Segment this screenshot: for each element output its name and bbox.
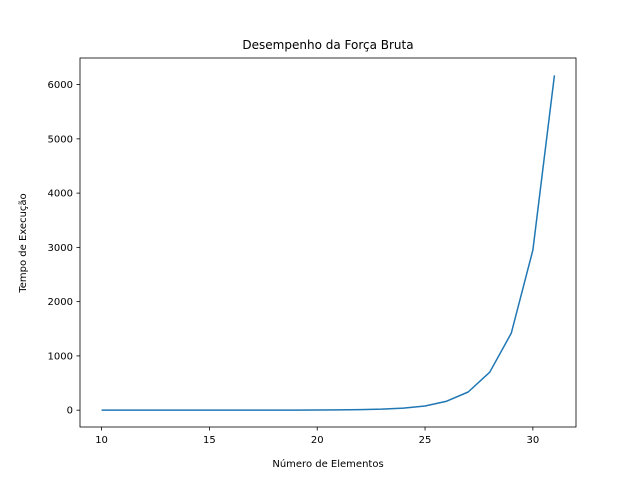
y-tick-label: 1000 bbox=[48, 351, 73, 362]
y-tick-label: 3000 bbox=[48, 243, 73, 254]
series-line-0 bbox=[101, 75, 556, 411]
y-tick-label: 4000 bbox=[48, 189, 73, 200]
x-tick-label: 30 bbox=[527, 435, 540, 446]
x-tick-label: 25 bbox=[419, 435, 432, 446]
y-tick-label: 2000 bbox=[48, 297, 73, 308]
x-tick-label: 20 bbox=[311, 435, 324, 446]
chart-title: Desempenho da Força Bruta bbox=[242, 38, 413, 52]
axes-frame bbox=[79, 57, 577, 428]
y-tick-label: 5000 bbox=[48, 134, 73, 145]
x-axis-title: Número de Elementos bbox=[272, 458, 383, 470]
y-axis-title: Tempo de Execução bbox=[18, 193, 29, 293]
y-tick-label: 0 bbox=[67, 406, 73, 417]
y-tick-label: 6000 bbox=[48, 80, 73, 91]
x-tick-label: 10 bbox=[95, 435, 108, 446]
x-tick-label: 15 bbox=[203, 435, 216, 446]
